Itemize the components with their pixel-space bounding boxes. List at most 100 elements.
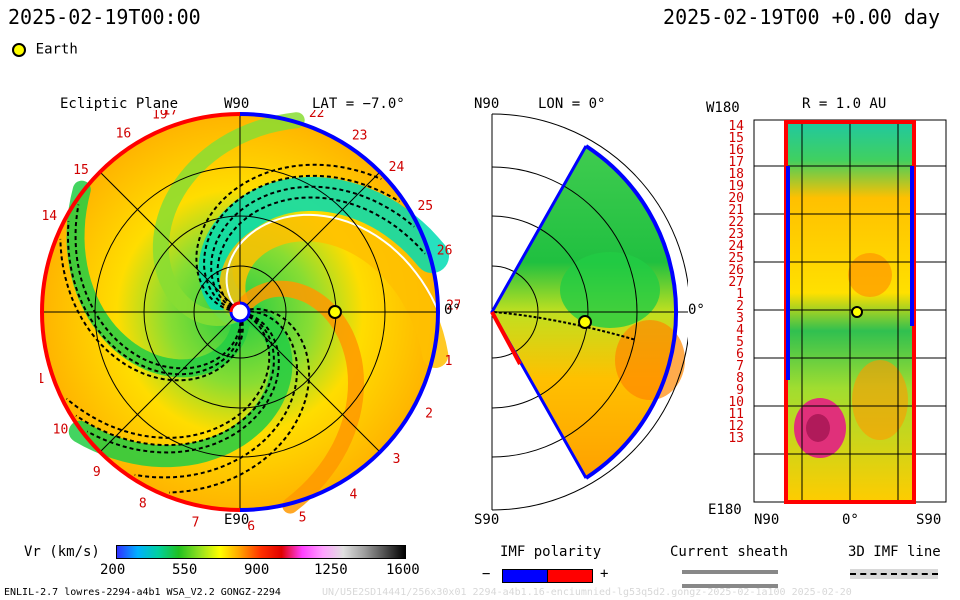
ecliptic-tick-label: 24 (389, 160, 405, 175)
radial-y-label: 2 (736, 299, 744, 314)
spiral-band-0 (198, 177, 449, 325)
radial-x-n90: N90 (754, 512, 780, 528)
radial-y-label: 3 (736, 311, 744, 326)
radial-y-label: 15 (728, 131, 744, 146)
ecliptic-spiral-bands (66, 112, 449, 514)
imf-line-9 (59, 238, 244, 382)
colorbar (116, 545, 406, 559)
imf-positive-swatch (547, 569, 593, 583)
ecliptic-tick-label: 5 (299, 511, 307, 526)
colorbar-tick-200: 200 (100, 562, 126, 578)
ecliptic-bottom-label: E90 (224, 512, 250, 528)
radial-y-label: 8 (736, 371, 744, 386)
meridional-lon: LON = 0° (538, 96, 606, 112)
spiral-band-1 (219, 215, 449, 368)
spiral-band-2 (68, 302, 293, 468)
radial-y-label: 22 (728, 215, 744, 230)
imf-negative-swatch (502, 569, 548, 583)
radial-y-label: 18 (728, 167, 744, 182)
radial-y-label: 12 (728, 419, 744, 434)
ecliptic-tick-label: 19 (152, 110, 168, 123)
imf-plus-label: + (600, 566, 609, 582)
radial-y-label: 23 (728, 227, 744, 242)
ecliptic-tick-label: 9 (93, 465, 101, 480)
ecliptic-tick-label: 15 (73, 163, 89, 178)
radial-top-left: W180 (706, 100, 740, 116)
imf-line-swatch (850, 569, 938, 579)
ecliptic-title: Ecliptic Plane (60, 96, 179, 112)
ecliptic-tick-label: 2 (425, 407, 433, 422)
ecliptic-imf-lines (59, 163, 426, 494)
radial-y-label: 13 (728, 431, 744, 446)
imf-line-0 (195, 163, 382, 312)
radial-y-label: 27 (728, 275, 744, 290)
ecliptic-tick-label: 23 (352, 129, 368, 144)
imf-polarity-title: IMF polarity (500, 544, 602, 560)
radial-y-label: 17 (728, 155, 744, 170)
footer-run-info: UN/U5E2SD14441/256x30x01 2294-a4b1.16-en… (322, 587, 852, 598)
earth-marker-icon (12, 42, 26, 57)
imf-line-4 (169, 308, 311, 494)
meridional-boundary-negative (584, 144, 679, 480)
ecliptic-top-label: W90 (224, 96, 250, 112)
colorbar-tick-900: 900 (244, 562, 270, 578)
current-sheath-swatch (682, 570, 778, 588)
ecliptic-tick-label: 11 (40, 372, 44, 387)
imf-line-1 (203, 174, 401, 310)
imf-line-7 (75, 314, 275, 447)
colorbar-tick-550: 550 (172, 562, 198, 578)
radial-y-label: 10 (728, 395, 744, 410)
imf-line-2 (210, 185, 415, 309)
radial-y-label: 19 (728, 179, 744, 194)
radial-y-label: 4 (736, 323, 744, 338)
radial-synoptic-plot: 1415161718192021222324252627123456789101… (728, 119, 947, 504)
ecliptic-tick-label: 26 (437, 243, 453, 258)
ecliptic-tick-label: 16 (116, 127, 132, 142)
colorbar-tick-1600: 1600 (386, 562, 420, 578)
ecliptic-tick-label: 27 (446, 299, 460, 314)
meridional-boundary-positive (490, 311, 522, 365)
radial-y-label: 6 (736, 347, 744, 362)
radial-x-0: 0° (842, 512, 859, 528)
meridional-plane-plot (490, 113, 688, 511)
ecliptic-tick-label: 8 (139, 497, 147, 512)
earth-marker (328, 305, 342, 319)
radial-title: R = 1.0 AU (802, 96, 887, 112)
radial-y-label: 9 (736, 383, 744, 398)
ecliptic-tick-label: 17 (162, 110, 178, 119)
radial-y-label: 7 (736, 359, 744, 374)
ecliptic-tick-label: 4 (349, 488, 357, 503)
imf-line-10 (67, 221, 243, 376)
ecliptic-tick-label: 7 (192, 515, 200, 530)
ecliptic-tick-label: 1 (445, 354, 453, 369)
imf-line-8 (65, 315, 271, 439)
ecliptic-tick-labels: 2021222324252627123456789101112131415161… (40, 110, 460, 530)
earth-legend: Earth (12, 39, 78, 58)
meridional-bottom-label: S90 (474, 512, 500, 528)
radial-y-label: 25 (728, 251, 744, 266)
ecliptic-tick-label: 22 (309, 110, 325, 121)
sheath-line (225, 213, 441, 316)
radial-y-label: 21 (728, 203, 744, 218)
meridional-right-label: 0° (688, 302, 705, 318)
ecliptic-tick-label: 3 (393, 452, 401, 467)
imf-line-3 (216, 196, 426, 307)
imf-minus-label: − (482, 566, 491, 582)
ecliptic-tick-label: 14 (41, 209, 57, 224)
radial-y-label: 26 (728, 263, 744, 278)
ecliptic-tick-label: 6 (247, 520, 255, 530)
current-sheath-title: Current sheath (670, 544, 789, 560)
imf-line-6 (86, 313, 280, 454)
ecliptic-boundary-negative (239, 112, 440, 512)
radial-y-labels: 1415161718192021222324252627123456789101… (728, 119, 744, 446)
footer-model-info: ENLIL-2.7 lowres-2294-a4b1 WSA_V2.2 GONG… (4, 587, 281, 598)
imf-line-title: 3D IMF line (848, 544, 941, 560)
radial-y-label: 11 (728, 407, 744, 422)
meridional-earth-marker (578, 315, 592, 329)
ecliptic-right-label: 0° (444, 302, 461, 318)
radial-y-label: 24 (728, 239, 744, 254)
date-right: 2025-02-19T00 +0.00 day (663, 5, 940, 29)
date-left: 2025-02-19T00:00 (8, 5, 201, 29)
radial-bottom-left: E180 (708, 502, 742, 518)
earth-label: Earth (35, 41, 78, 58)
